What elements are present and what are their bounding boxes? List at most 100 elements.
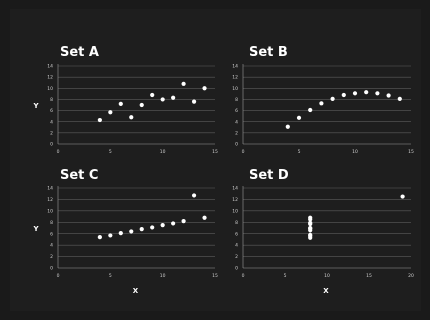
y-tick-label: 14 <box>232 64 238 70</box>
data-point <box>308 220 313 225</box>
data-point <box>375 91 380 96</box>
y-tick-label: 12 <box>47 75 53 81</box>
panel-title: Set C <box>60 168 98 183</box>
y-tick-label: 0 <box>235 142 238 148</box>
data-point <box>118 231 123 236</box>
panel-1: Set A 0 2 4 6 8 10 12 14 0 5 10 15 Y <box>32 45 218 155</box>
data-point <box>400 194 405 199</box>
y-tick-label: 2 <box>235 130 238 136</box>
y-tick-label: 2 <box>50 130 53 136</box>
x-tick-label: 15 <box>212 149 218 155</box>
x-tick-label: 10 <box>324 273 330 279</box>
data-point <box>181 219 186 224</box>
data-point <box>160 97 165 102</box>
data-point <box>171 95 176 100</box>
y-tick-label: 2 <box>235 254 238 260</box>
x-tick-label: 0 <box>242 149 245 155</box>
data-point <box>108 233 113 238</box>
data-point <box>97 235 102 240</box>
x-axis-label: X <box>323 287 329 295</box>
data-point <box>341 92 346 98</box>
x-tick-label: 0 <box>57 273 60 279</box>
y-tick-label: 14 <box>232 186 238 192</box>
y-tick-label: 12 <box>232 75 238 81</box>
data-point <box>352 91 358 96</box>
data-point <box>118 101 123 106</box>
scatter-grid-chart: Set A 0 2 4 6 8 10 12 14 0 5 10 15 Y Set B 0 2 4 6 8 10 12 14 0… <box>32 45 414 295</box>
data-point <box>308 233 313 239</box>
y-tick-label: 4 <box>50 243 53 249</box>
y-axis-label: Y <box>32 225 39 233</box>
panel-2: Set B 0 2 4 6 8 10 12 14 0 5 10 15 <box>232 45 414 155</box>
y-tick-label: 8 <box>235 97 238 103</box>
x-tick-label: 5 <box>284 273 287 279</box>
y-tick-label: 4 <box>235 119 238 125</box>
x-axis-label: X <box>133 287 139 295</box>
data-point <box>97 117 102 123</box>
y-tick-label: 4 <box>50 119 53 125</box>
data-point <box>386 93 391 98</box>
data-point <box>202 86 207 91</box>
data-point <box>330 96 335 101</box>
data-point <box>129 229 134 234</box>
y-tick-label: 10 <box>47 208 53 214</box>
data-point <box>296 115 302 120</box>
y-tick-label: 6 <box>235 108 238 114</box>
y-tick-label: 0 <box>50 266 53 272</box>
data-point <box>150 92 155 98</box>
x-tick-label: 10 <box>352 149 358 155</box>
y-tick-label: 6 <box>235 231 238 237</box>
data-point <box>364 90 369 95</box>
x-tick-label: 15 <box>408 149 414 155</box>
data-point <box>171 221 176 226</box>
y-tick-label: 0 <box>50 142 53 148</box>
y-tick-label: 10 <box>47 86 53 92</box>
data-point <box>285 124 290 129</box>
data-point <box>397 96 402 101</box>
x-tick-label: 15 <box>212 273 218 279</box>
y-tick-label: 14 <box>47 186 53 192</box>
x-tick-label: 15 <box>366 273 372 279</box>
y-tick-label: 6 <box>50 231 53 237</box>
y-tick-label: 10 <box>232 208 238 214</box>
data-point <box>308 215 313 220</box>
data-point <box>191 99 197 104</box>
x-tick-label: 20 <box>408 273 414 279</box>
data-point <box>308 226 313 231</box>
panel-title: Set B <box>249 45 288 60</box>
panel-4: Set D 0 2 4 6 8 10 12 14 0 5 10 15 20 X <box>232 168 414 295</box>
y-tick-label: 10 <box>232 86 238 92</box>
y-axis-label: Y <box>32 102 39 110</box>
y-tick-label: 4 <box>235 243 238 249</box>
x-tick-label: 5 <box>109 149 112 155</box>
x-tick-label: 5 <box>109 273 112 279</box>
data-point <box>139 102 144 108</box>
x-tick-label: 10 <box>160 149 166 155</box>
panel-3: Set C 0 2 4 6 8 10 12 14 0 5 10 15 Y X <box>32 168 218 295</box>
data-point <box>129 115 134 120</box>
y-tick-label: 0 <box>235 266 238 272</box>
data-point <box>202 215 207 220</box>
data-point <box>108 110 113 115</box>
panel-title: Set A <box>60 45 99 60</box>
x-tick-label: 5 <box>298 149 301 155</box>
chart-frame: Set A 0 2 4 6 8 10 12 14 0 5 10 15 Y Set B 0 2 4 6 8 10 12 14 0… <box>10 9 421 311</box>
x-tick-label: 0 <box>57 149 60 155</box>
data-point <box>308 107 313 113</box>
y-tick-label: 8 <box>50 220 53 226</box>
data-point <box>139 227 144 232</box>
data-point <box>191 193 197 198</box>
data-point <box>181 81 186 86</box>
y-tick-label: 12 <box>47 197 53 203</box>
data-point <box>319 101 324 106</box>
x-tick-label: 0 <box>242 273 245 279</box>
y-tick-label: 8 <box>50 97 53 103</box>
y-tick-label: 2 <box>50 254 53 260</box>
y-tick-label: 6 <box>50 108 53 114</box>
data-point <box>160 223 165 228</box>
x-tick-label: 10 <box>160 273 166 279</box>
y-tick-label: 12 <box>232 197 238 203</box>
data-point <box>150 225 155 230</box>
panel-title: Set D <box>249 168 289 183</box>
